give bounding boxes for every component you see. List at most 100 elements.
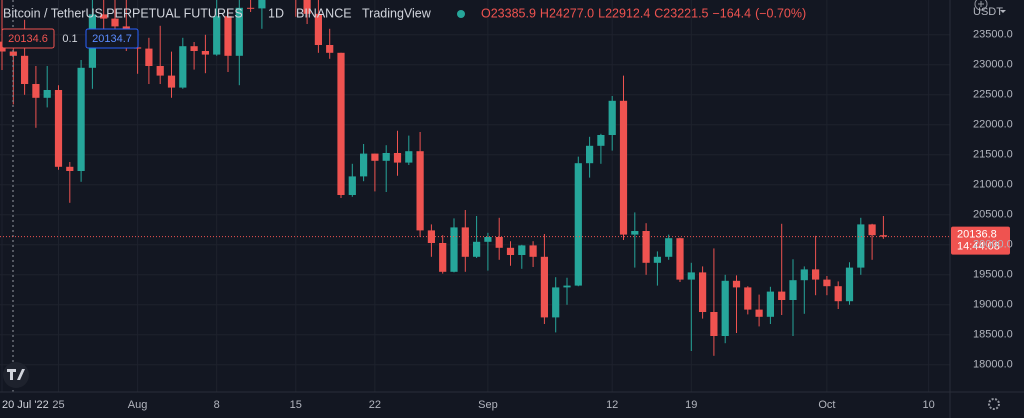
x-tick-label: 22 xyxy=(369,399,381,411)
y-tick-label: 18000.0 xyxy=(973,359,1013,371)
candle-body xyxy=(540,256,548,318)
candle-body xyxy=(857,224,865,268)
order-panel: 20134.6 0.1 20134.7 xyxy=(1,28,139,49)
candle-body xyxy=(518,245,526,255)
x-tick-label: 19 xyxy=(685,399,697,411)
candle-body xyxy=(563,285,571,288)
countdown: 14:44:08 xyxy=(957,240,1000,252)
y-tick-label: 19500.0 xyxy=(973,269,1013,281)
candle-body xyxy=(834,286,842,302)
y-tick-label: 23500.0 xyxy=(973,29,1013,41)
x-tick-label: Aug xyxy=(128,399,148,411)
y-tick-label: 22000.0 xyxy=(973,119,1013,131)
candle-body xyxy=(43,90,51,98)
candle-body xyxy=(337,52,345,195)
quantity[interactable]: 0.1 xyxy=(62,33,77,45)
add-icon[interactable] xyxy=(974,0,988,11)
candle-body xyxy=(314,13,322,46)
status-dot xyxy=(457,10,465,18)
x-tick-label: 20 Jul '22 xyxy=(2,399,49,411)
candle-body xyxy=(789,280,797,300)
candle-body xyxy=(213,16,221,55)
x-tick-label: Sep xyxy=(478,399,498,411)
candle-body xyxy=(371,153,379,161)
candle-body xyxy=(552,287,560,318)
x-tick-label: Oct xyxy=(818,399,835,411)
candle-body xyxy=(755,309,763,317)
candle-body xyxy=(766,291,774,317)
candle-body xyxy=(608,100,616,135)
candle-body xyxy=(348,176,356,195)
symbol: Bitcoin / TetherUS PERPETUAL FUTURES xyxy=(3,6,243,20)
x-tick-label: 10 xyxy=(922,399,934,411)
y-tick-label: 21000.0 xyxy=(973,179,1013,191)
ohlc-value: L22912.4 xyxy=(598,6,650,20)
candle-body xyxy=(450,227,458,272)
candle-body xyxy=(66,166,74,171)
grid xyxy=(0,0,950,392)
candle-body xyxy=(687,272,695,280)
candle-body xyxy=(9,51,17,56)
add-icon-plus xyxy=(978,1,984,7)
candle-body xyxy=(619,100,628,235)
candle-body xyxy=(224,16,232,56)
candle-body xyxy=(439,243,447,272)
candle-body xyxy=(32,84,40,98)
candle-body xyxy=(710,312,718,336)
candle-body xyxy=(461,227,469,257)
change-pct: (−0.70%) xyxy=(755,6,806,20)
candle-body xyxy=(382,153,390,161)
sell-price[interactable]: 20134.6 xyxy=(8,33,48,45)
candle-body xyxy=(778,291,786,300)
buy-button[interactable] xyxy=(85,28,139,49)
candle-body xyxy=(586,145,594,164)
candle-body xyxy=(653,256,661,263)
candle-body xyxy=(529,245,537,257)
buy-price[interactable]: 20134.7 xyxy=(92,33,132,45)
candle-body xyxy=(879,235,887,237)
candle-body xyxy=(699,272,707,312)
sell-button[interactable] xyxy=(1,28,55,49)
candle-body xyxy=(54,90,63,167)
header: Bitcoin / TetherUS PERPETUAL FUTURES 1D … xyxy=(3,6,806,20)
candle-body xyxy=(631,231,639,235)
y-tick-label: 22500.0 xyxy=(973,89,1013,101)
candle-body xyxy=(495,237,503,248)
y-tick-label: 20000.0 xyxy=(973,239,1013,251)
candle-body xyxy=(405,151,413,163)
candle-body xyxy=(21,55,29,84)
candle-body xyxy=(77,67,85,171)
candle-body xyxy=(868,224,876,236)
candle-body xyxy=(247,7,255,9)
candle-body xyxy=(100,14,108,19)
tv-logo xyxy=(3,362,29,388)
candle-body xyxy=(303,0,311,14)
ohlc-value: O23385.9 xyxy=(481,6,536,20)
ohlc-value: C23221.5 xyxy=(654,6,708,20)
candle-body xyxy=(235,7,243,56)
candle-body xyxy=(360,153,368,177)
last-price-label: 20136.8 xyxy=(957,228,997,240)
candle-body xyxy=(484,237,492,242)
x-tick-label: 12 xyxy=(606,399,618,411)
candle-body xyxy=(190,46,198,51)
x-tick-label: 25 xyxy=(52,399,64,411)
candle-body xyxy=(823,279,831,287)
y-tick-label: 18500.0 xyxy=(973,329,1013,341)
last-price-box xyxy=(951,226,1010,255)
settings-icon[interactable] xyxy=(988,398,1000,410)
candle-body xyxy=(145,48,153,66)
overlay: 20136.814:44:08 xyxy=(0,226,1010,255)
candle-body xyxy=(473,241,481,257)
candle-body xyxy=(156,66,164,76)
candle-body xyxy=(258,0,266,9)
currency[interactable]: USDT xyxy=(973,6,1003,18)
candle-body xyxy=(812,269,820,280)
candle-body xyxy=(732,280,741,288)
candle-body xyxy=(845,267,854,302)
change: −164.4 xyxy=(713,6,752,20)
candle-body xyxy=(506,247,515,255)
ohlc-value: H24277.0 xyxy=(540,6,594,20)
